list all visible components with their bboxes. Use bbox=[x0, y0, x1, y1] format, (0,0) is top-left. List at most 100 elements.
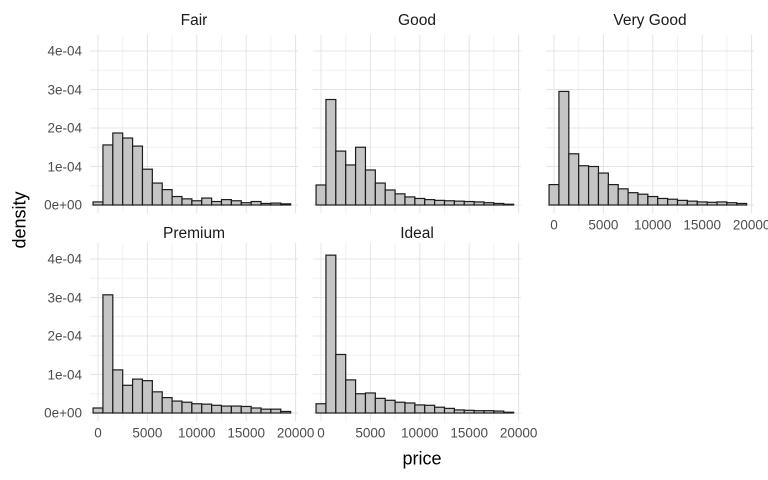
histogram-bar bbox=[92, 407, 104, 414]
histogram-bar bbox=[463, 409, 475, 414]
histogram-bar bbox=[473, 410, 485, 414]
histogram-bar bbox=[345, 164, 357, 206]
histogram-bar bbox=[667, 198, 679, 206]
y-tick-label: 2e-04 bbox=[47, 328, 82, 344]
histogram-bar bbox=[211, 200, 223, 206]
histogram-bar bbox=[364, 392, 376, 414]
histogram-bar bbox=[443, 407, 455, 414]
histogram-bar bbox=[503, 203, 515, 206]
histogram-bar bbox=[627, 192, 639, 206]
histogram-bar bbox=[726, 202, 738, 206]
histogram-bar bbox=[240, 202, 252, 206]
histogram-bar bbox=[453, 200, 465, 206]
histogram-bar bbox=[220, 199, 232, 206]
histogram-bar bbox=[364, 169, 376, 206]
histogram-bar bbox=[558, 90, 570, 206]
histogram-bar bbox=[230, 200, 242, 206]
facet-title-premium: Premium bbox=[162, 225, 226, 242]
histogram-bar bbox=[315, 184, 327, 206]
histogram-bar bbox=[141, 168, 153, 206]
x-tick-label: 5000 bbox=[132, 425, 163, 441]
histogram-bar bbox=[568, 153, 580, 206]
histogram-bar bbox=[102, 144, 114, 206]
y-tick-label: 3e-04 bbox=[47, 82, 82, 97]
histogram-bar bbox=[696, 201, 708, 206]
histogram-bar bbox=[637, 193, 649, 206]
histogram-bar bbox=[211, 404, 223, 414]
histogram-bar bbox=[260, 408, 272, 414]
histogram-bar bbox=[374, 182, 386, 206]
histogram-bar bbox=[220, 405, 232, 414]
histogram-bar bbox=[473, 201, 485, 206]
histogram-bar bbox=[424, 404, 436, 414]
facet-title-very-good: Very Good bbox=[613, 12, 687, 29]
facet-title-fair: Fair bbox=[180, 12, 208, 29]
x-tick-label: 10000 bbox=[401, 425, 439, 441]
facet-title-ideal: Ideal bbox=[400, 225, 434, 242]
facet-panel-premium bbox=[90, 243, 298, 421]
y-tick-label: 0e+00 bbox=[44, 197, 82, 213]
histogram-bar bbox=[493, 202, 505, 206]
histogram-bar bbox=[280, 410, 292, 414]
histogram-bar bbox=[443, 200, 455, 206]
histogram-bar bbox=[414, 404, 426, 414]
histogram-bar bbox=[676, 199, 688, 206]
histogram-bar bbox=[463, 200, 475, 206]
histogram-bar bbox=[483, 202, 495, 206]
x-axis-title: price bbox=[402, 448, 442, 469]
histogram-bar bbox=[335, 353, 347, 414]
histogram-bar bbox=[706, 201, 718, 206]
histogram-bar bbox=[280, 203, 292, 206]
histogram-bar bbox=[647, 195, 659, 206]
histogram-bar bbox=[250, 200, 262, 206]
histogram-bar bbox=[191, 200, 203, 206]
histogram-bar bbox=[617, 188, 629, 206]
histogram-bar bbox=[112, 132, 124, 206]
y-tick-label: 4e-04 bbox=[47, 251, 82, 267]
histogram-bar bbox=[503, 411, 515, 414]
histogram-bar bbox=[181, 401, 193, 414]
histogram-bar bbox=[354, 146, 367, 206]
facet-panel-very-good bbox=[546, 35, 754, 213]
histogram-bar bbox=[607, 183, 619, 206]
histogram-bar bbox=[686, 200, 698, 206]
histogram-bar bbox=[325, 98, 337, 206]
histogram-bar bbox=[131, 378, 144, 414]
histogram-bar bbox=[201, 403, 213, 414]
histogram-bar bbox=[587, 165, 600, 206]
x-tick-label: 15000 bbox=[683, 217, 721, 233]
histogram-bar bbox=[374, 397, 386, 414]
histogram-bar bbox=[434, 199, 446, 206]
histogram-bar bbox=[151, 182, 163, 206]
histogram-bar bbox=[404, 402, 416, 414]
histogram-bar bbox=[161, 189, 173, 206]
y-tick-label: 4e-04 bbox=[47, 43, 82, 59]
histogram-bar bbox=[394, 193, 406, 206]
x-tick-label: 10000 bbox=[178, 425, 216, 441]
x-tick-label: 10000 bbox=[634, 217, 672, 233]
histogram-bar bbox=[335, 150, 347, 206]
histogram-bar bbox=[270, 202, 282, 206]
histogram-bar bbox=[161, 397, 173, 414]
histogram-bar bbox=[141, 380, 153, 414]
y-tick-label: 1e-04 bbox=[47, 159, 82, 174]
x-tick-label: 20000 bbox=[276, 425, 315, 441]
histogram-bar bbox=[181, 198, 193, 206]
histogram-bar bbox=[736, 202, 748, 206]
x-tick-label: 20000 bbox=[732, 217, 768, 233]
histogram-bar bbox=[414, 197, 426, 206]
histogram-bar bbox=[92, 201, 104, 206]
histogram-bar bbox=[250, 407, 262, 414]
histogram-bar bbox=[597, 172, 609, 206]
x-tick-label: 0 bbox=[317, 425, 325, 441]
histogram-bar bbox=[260, 202, 272, 206]
histogram-bar bbox=[548, 183, 560, 206]
histogram-bar bbox=[171, 400, 183, 414]
histogram-bar bbox=[112, 369, 124, 414]
histogram-bar bbox=[483, 410, 495, 414]
histogram-bar bbox=[424, 199, 436, 206]
histogram-bar bbox=[434, 406, 446, 414]
y-tick-label: 2e-04 bbox=[47, 120, 82, 136]
histogram-bar bbox=[230, 405, 242, 414]
y-tick-label: 0e+00 bbox=[44, 405, 82, 421]
